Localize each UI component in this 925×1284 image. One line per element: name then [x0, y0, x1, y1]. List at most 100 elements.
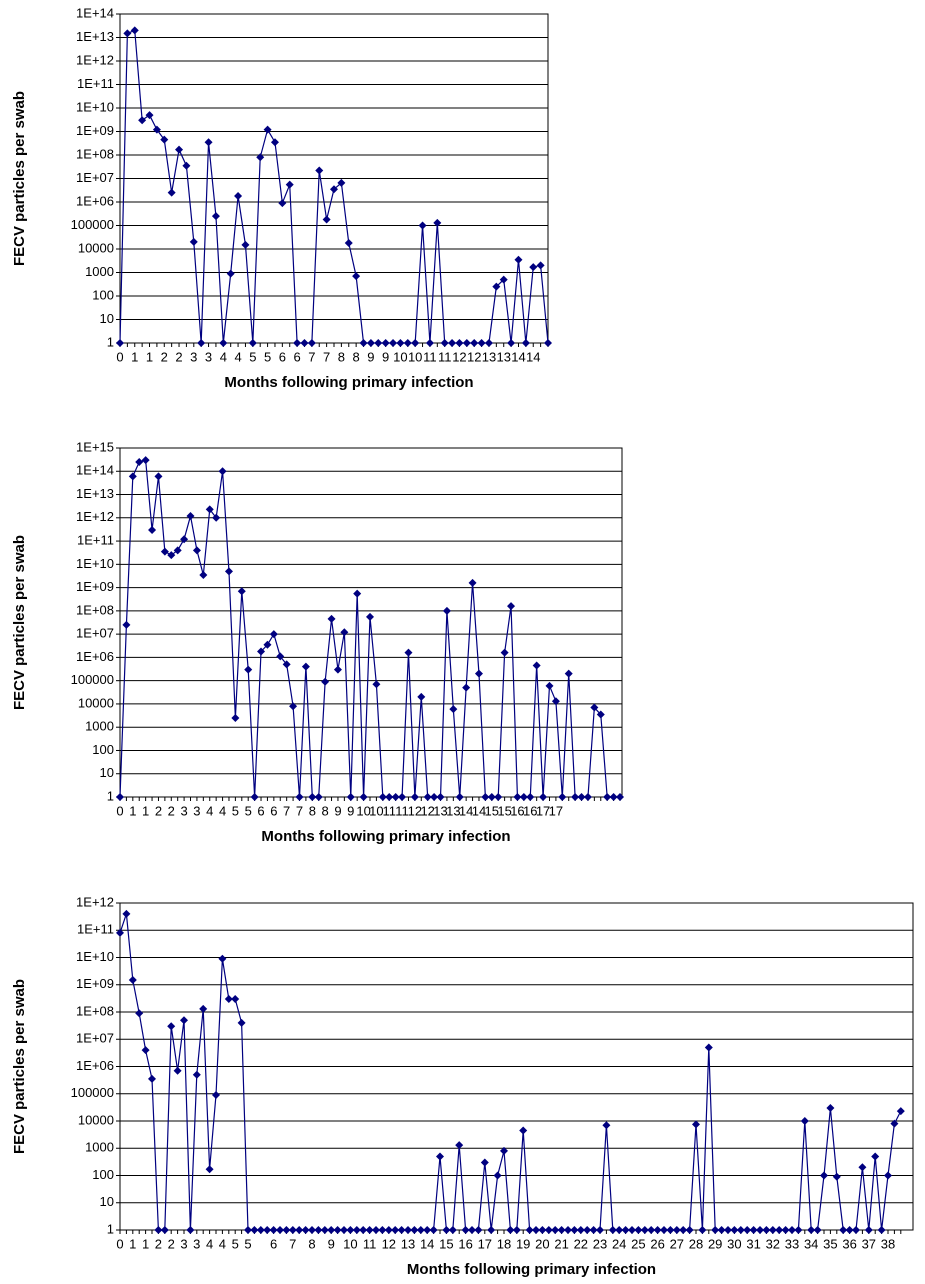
data-point [513, 793, 522, 801]
x-tick-label: 28 [689, 1236, 703, 1251]
y-tick-label: 10 [100, 765, 114, 780]
data-point [462, 683, 471, 692]
y-tick-label: 1 [107, 788, 114, 803]
y-tick-label: 1E+09 [76, 579, 114, 594]
y-tick-label: 1E+10 [76, 99, 114, 114]
x-tick-label: 12 [408, 803, 422, 818]
x-axis-title: Months following primary infection [407, 1261, 656, 1278]
data-point [864, 1226, 873, 1234]
data-point [241, 240, 250, 249]
x-tick-label: 32 [766, 1236, 780, 1251]
data-point [301, 662, 310, 671]
data-point [315, 166, 324, 175]
data-point [226, 269, 235, 278]
data-point [384, 1226, 393, 1234]
y-tick-label: 1E+06 [76, 649, 114, 664]
data-point [189, 237, 198, 246]
data-point [455, 339, 464, 347]
y-tick-label: 10000 [78, 1112, 114, 1127]
y-tick-label: 100 [92, 1167, 114, 1182]
x-tick-label: 16 [458, 1236, 472, 1251]
x-tick-label: 9 [347, 803, 354, 818]
x-tick-label: 38 [881, 1236, 895, 1251]
data-point [430, 793, 439, 801]
data-point [372, 1226, 380, 1234]
data-point [250, 1226, 259, 1234]
y-tick-label: 1E+13 [76, 486, 114, 501]
data-point [621, 1226, 630, 1234]
data-point [211, 212, 220, 221]
data-point [346, 1226, 355, 1234]
x-tick-label: 5 [249, 349, 256, 364]
data-point [218, 954, 227, 963]
y-tick-label: 10000 [78, 695, 114, 710]
data-point [263, 1226, 272, 1234]
x-tick-label: 14 [459, 803, 473, 818]
y-tick-label: 1E+06 [76, 1058, 114, 1073]
y-tick-label: 1000 [85, 719, 114, 734]
data-point [224, 994, 233, 1003]
data-point [295, 793, 304, 801]
x-tick-label: 2 [168, 803, 175, 818]
y-tick-label: 1E+08 [76, 1003, 114, 1018]
y-tick-label: 1E+13 [76, 29, 114, 44]
data-point [583, 793, 592, 801]
x-tick-label: 1 [129, 803, 136, 818]
y-tick-label: 1E+08 [76, 602, 114, 617]
x-tick-label: 5 [245, 803, 252, 818]
x-tick-label: 3 [193, 1236, 200, 1251]
data-point [749, 1226, 758, 1234]
y-tick-label: 100000 [71, 217, 114, 232]
data-point [634, 1226, 643, 1234]
y-tick-label: 1E+06 [76, 193, 114, 208]
x-tick-label: 5 [264, 349, 271, 364]
data-point [461, 1226, 470, 1234]
x-tick-label: 7 [289, 1236, 296, 1251]
data-point [205, 1165, 214, 1174]
data-point [204, 138, 213, 147]
data-point [269, 1226, 278, 1234]
data-point [180, 1016, 188, 1025]
x-tick-label: 2 [175, 349, 182, 364]
x-tick-label: 6 [270, 803, 277, 818]
x-tick-label: 20 [535, 1236, 549, 1251]
data-point [596, 1226, 604, 1234]
x-tick-label: 1 [146, 349, 153, 364]
data-point [410, 793, 419, 801]
data-point [269, 630, 278, 639]
data-point [340, 1226, 348, 1234]
data-point [295, 1226, 304, 1234]
data-point [433, 218, 442, 227]
data-point [794, 1226, 803, 1234]
x-tick-label: 9 [328, 1236, 335, 1251]
x-tick-label: 17 [549, 803, 563, 818]
data-point [141, 456, 150, 465]
x-tick-label: 33 [785, 1236, 799, 1251]
data-point [521, 339, 530, 347]
x-tick-label: 3 [180, 1236, 187, 1251]
data-point [234, 192, 243, 201]
data-point [397, 1226, 406, 1234]
data-point [372, 680, 381, 689]
data-point [116, 793, 124, 801]
data-point [237, 587, 246, 596]
x-tick-label: 1 [131, 349, 138, 364]
x-tick-label: 8 [309, 803, 316, 818]
data-point [192, 1070, 201, 1079]
data-point [352, 1226, 361, 1234]
y-tick-label: 100 [92, 742, 114, 757]
y-tick-label: 1E+12 [76, 509, 114, 524]
data-point [845, 1226, 854, 1234]
x-tick-label: 12 [420, 803, 434, 818]
data-point [536, 261, 545, 270]
data-point [455, 793, 464, 801]
data-point [337, 178, 346, 187]
data-point [212, 1090, 220, 1099]
x-tick-label: 29 [708, 1236, 722, 1251]
data-point [492, 282, 501, 291]
data-point [577, 793, 586, 801]
data-point [775, 1226, 784, 1234]
x-tick-label: 8 [353, 349, 360, 364]
data-point [116, 928, 124, 937]
data-point [481, 793, 490, 801]
